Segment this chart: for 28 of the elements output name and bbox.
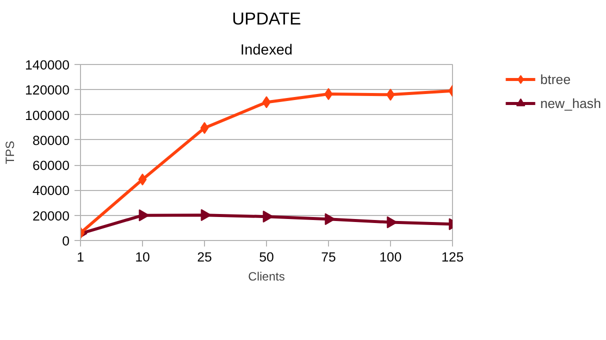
x-tick-label: 125 xyxy=(441,250,464,264)
point xyxy=(324,88,333,100)
x-axis-title: Clients xyxy=(248,270,285,284)
x-tick-label: 25 xyxy=(197,250,212,264)
point xyxy=(138,209,150,222)
x-tick-label: 75 xyxy=(321,250,336,264)
y-tick-label: 60000 xyxy=(32,158,70,174)
y-tick-label: 40000 xyxy=(32,183,70,198)
x-tick-label: 10 xyxy=(135,250,150,264)
x-tick-label: 50 xyxy=(259,250,274,264)
x-tick-label: 1 xyxy=(76,250,84,264)
y-tick-label: 120000 xyxy=(25,82,70,98)
y-tick-label: 20000 xyxy=(32,208,70,224)
point xyxy=(200,209,212,222)
y-tick-label: 0 xyxy=(62,234,70,248)
chart-title: UPDATE xyxy=(232,8,301,28)
legend-label: new_hash xyxy=(540,96,601,110)
legend-label: btree xyxy=(540,72,571,86)
y-axis-title: TPS xyxy=(3,140,18,164)
y-tick-label: 80000 xyxy=(32,132,70,148)
x-tick-label: 100 xyxy=(379,250,402,264)
point xyxy=(200,122,209,134)
y-tick-label: 100000 xyxy=(25,108,70,123)
point xyxy=(262,210,274,223)
point xyxy=(386,88,395,101)
y-tick-label: 140000 xyxy=(25,58,70,72)
chart-subtitle: Indexed xyxy=(240,42,293,58)
point xyxy=(262,96,271,108)
